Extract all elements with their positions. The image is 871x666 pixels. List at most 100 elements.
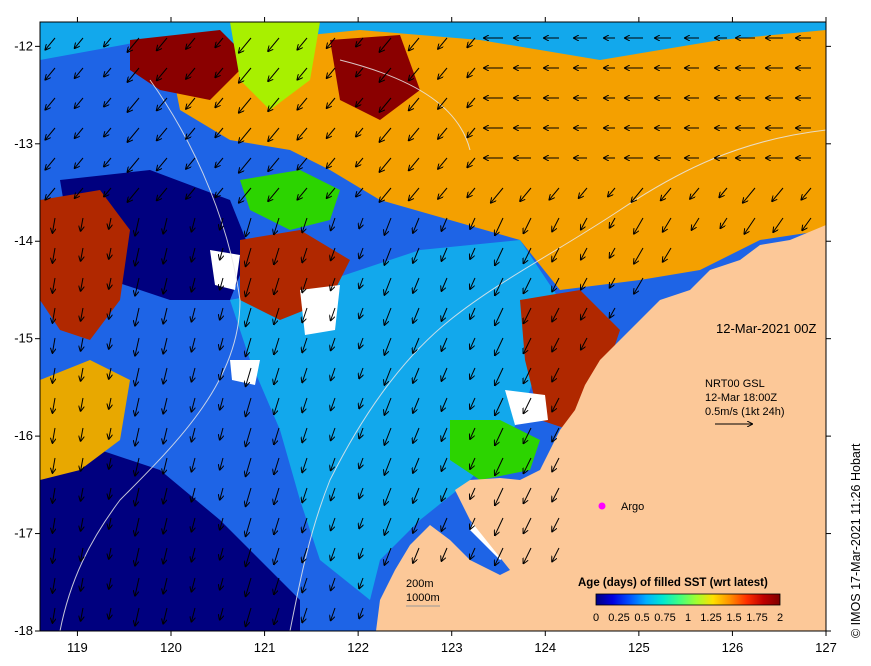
current-arrow	[524, 217, 532, 233]
current-arrow	[409, 37, 420, 50]
current-arrow	[186, 97, 196, 109]
current-arrow	[409, 67, 420, 80]
current-arrow	[384, 307, 392, 325]
current-arrow	[413, 367, 420, 383]
current-arrow	[302, 277, 308, 292]
current-arrow	[495, 427, 504, 445]
current-arrow	[191, 457, 195, 472]
current-arrow	[274, 247, 280, 264]
current-arrow	[297, 157, 308, 170]
current-arrow	[81, 547, 83, 561]
current-arrow	[109, 427, 111, 439]
current-arrow	[441, 547, 448, 561]
amber-region-west	[40, 360, 130, 480]
current-arrow	[81, 487, 83, 501]
current-arrow	[610, 247, 616, 258]
current-arrow	[109, 337, 111, 349]
current-arrow	[109, 547, 111, 559]
map-plot-area	[40, 22, 826, 631]
current-arrow	[441, 397, 448, 411]
colorbar-tick-label: 0.75	[654, 612, 675, 624]
current-arrow	[413, 547, 420, 563]
current-arrow	[45, 157, 56, 170]
current-arrow	[191, 217, 195, 232]
current-arrow	[274, 607, 280, 624]
current-arrow	[491, 187, 504, 203]
current-arrow	[246, 307, 252, 326]
navy-region-sw	[40, 450, 300, 631]
current-arrow	[75, 127, 84, 138]
current-arrow	[81, 517, 83, 531]
current-arrow	[45, 127, 56, 140]
current-arrow	[552, 427, 560, 441]
current-arrow	[610, 277, 616, 288]
current-arrow	[524, 547, 532, 563]
current-arrow	[384, 367, 392, 385]
current-arrow	[380, 127, 392, 142]
current-arrow	[331, 457, 336, 470]
current-arrow	[495, 277, 504, 295]
current-arrow	[610, 217, 616, 228]
current-arrow	[719, 187, 728, 197]
current-arrow	[52, 547, 55, 563]
y-tick-label: -12	[14, 38, 33, 53]
current-arrow	[610, 307, 616, 318]
current-arrow	[191, 607, 195, 622]
current-arrow	[441, 457, 448, 471]
current-arrow	[274, 217, 280, 234]
current-arrow	[274, 547, 280, 564]
colorbar-tick-label: 1.75	[746, 612, 767, 624]
current-arrow	[441, 307, 448, 321]
current-arrow	[663, 247, 672, 262]
current-arrow	[163, 307, 168, 324]
current-arrow	[438, 157, 448, 169]
current-arrow	[327, 97, 336, 108]
current-arrow	[495, 547, 504, 565]
current-arrow	[302, 217, 308, 232]
current-arrow	[634, 277, 644, 294]
current-arrow	[157, 157, 168, 170]
current-arrow	[384, 487, 392, 505]
current-arrow	[552, 517, 560, 531]
current-arrow	[549, 187, 560, 200]
current-arrow	[356, 187, 364, 196]
current-arrow	[441, 487, 448, 501]
current-arrow	[52, 577, 55, 593]
current-arrow	[239, 37, 252, 53]
current-arrow	[45, 37, 56, 50]
current-arrow	[495, 247, 504, 265]
current-arrow	[359, 487, 363, 498]
orange-region	[170, 30, 826, 290]
current-arrow	[274, 457, 280, 474]
current-arrow	[297, 187, 308, 200]
current-arrow	[581, 277, 588, 289]
current-arrow	[163, 367, 168, 384]
current-arrow	[220, 337, 223, 350]
current-arrow	[801, 187, 812, 200]
current-arrow	[268, 67, 280, 81]
current-arrow	[495, 517, 504, 535]
current-arrow	[157, 187, 168, 200]
current-arrow	[135, 547, 140, 566]
current-arrow	[470, 397, 476, 409]
current-arrow	[552, 217, 560, 231]
current-arrow	[438, 67, 448, 79]
current-arrow	[135, 247, 140, 266]
current-arrow	[552, 547, 560, 561]
current-arrow	[81, 277, 83, 291]
current-arrow	[135, 337, 140, 356]
current-arrow	[186, 127, 196, 139]
current-arrow	[191, 397, 195, 412]
current-arrow	[438, 97, 448, 109]
current-arrow	[441, 247, 448, 261]
current-arrow	[135, 487, 140, 506]
maroon-region-n	[330, 35, 420, 120]
current-arrow	[109, 367, 111, 379]
current-arrow	[274, 577, 280, 594]
current-arrow	[135, 427, 140, 446]
current-arrow	[109, 277, 111, 289]
current-vectors	[45, 37, 812, 626]
current-arrow	[384, 457, 392, 475]
current-arrow	[135, 397, 140, 416]
